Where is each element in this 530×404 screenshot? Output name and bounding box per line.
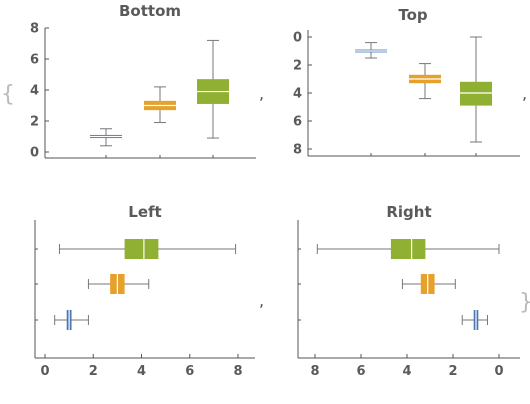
tick-label: 6 bbox=[356, 364, 365, 379]
panel-top: Top 0 2 4 6 8 bbox=[293, 6, 520, 158]
tick-label: 4 bbox=[402, 364, 411, 379]
box-series-1 bbox=[461, 310, 488, 330]
tick-label: 8 bbox=[30, 22, 39, 37]
tick-label: 0 bbox=[293, 31, 302, 46]
tick-label: 8 bbox=[233, 364, 242, 379]
box-series-1 bbox=[54, 310, 89, 330]
tick-label: 0 bbox=[30, 146, 39, 161]
box-series-1 bbox=[90, 128, 122, 147]
tick-label: 8 bbox=[293, 143, 302, 158]
tick-label: 6 bbox=[185, 364, 194, 379]
panel-left: Left 0 2 4 6 8 bbox=[34, 203, 255, 379]
tick-label: 0 bbox=[494, 364, 503, 379]
tick-label: 0 bbox=[40, 364, 49, 379]
panel-bottom: Bottom 0 2 4 6 8 bbox=[30, 2, 256, 161]
box-series-3 bbox=[58, 239, 237, 259]
box-series-3 bbox=[460, 36, 492, 143]
box-series-2 bbox=[144, 86, 176, 124]
box-series-3 bbox=[316, 239, 500, 259]
tick-label: 2 bbox=[448, 364, 457, 379]
tick-label: 4 bbox=[293, 87, 302, 102]
box-body bbox=[390, 239, 426, 259]
separator-2: , bbox=[522, 84, 527, 103]
box-series-1 bbox=[355, 42, 387, 59]
separator-3: , bbox=[259, 291, 264, 310]
tick-label: 8 bbox=[310, 364, 319, 379]
box-series-3 bbox=[197, 39, 229, 139]
box-body bbox=[124, 239, 159, 259]
box-series-2 bbox=[409, 63, 441, 100]
chart-title: Left bbox=[128, 203, 161, 221]
tick-label: 2 bbox=[89, 364, 98, 379]
tick-label: 2 bbox=[293, 59, 302, 74]
open-brace: { bbox=[1, 82, 15, 107]
chart-title: Top bbox=[398, 6, 428, 24]
tick-label: 6 bbox=[30, 53, 39, 68]
tick-label: 4 bbox=[30, 84, 39, 99]
separator-1: , bbox=[259, 84, 264, 103]
tick-label: 4 bbox=[137, 364, 146, 379]
tick-label: 6 bbox=[293, 115, 302, 130]
tick-label: 2 bbox=[30, 115, 39, 130]
chart-title: Right bbox=[386, 203, 431, 221]
box-body bbox=[460, 81, 492, 106]
close-brace: } bbox=[519, 290, 530, 315]
box-series-2 bbox=[87, 274, 150, 294]
chart-title: Bottom bbox=[119, 2, 181, 20]
box-series-2 bbox=[401, 274, 456, 294]
panel-right: Right 8 6 4 2 0 bbox=[297, 203, 520, 379]
